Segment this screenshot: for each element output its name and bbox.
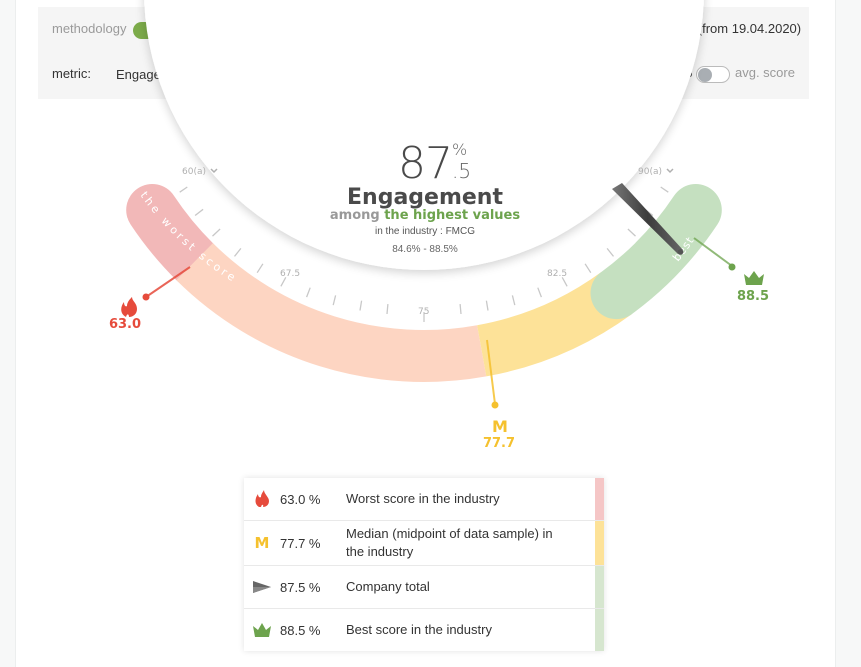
tick-label-82-5: 82.5 bbox=[547, 269, 567, 279]
gauge-center: 87 % .5 Engagement among the highest val… bbox=[300, 138, 550, 255]
chevron-down-icon[interactable] bbox=[666, 168, 674, 174]
legend-value: 63.0 % bbox=[280, 491, 321, 507]
ranking-subtitle: among the highest values bbox=[300, 208, 550, 223]
flame-icon bbox=[121, 297, 137, 317]
range-text: 84.6% - 88.5% bbox=[392, 244, 458, 255]
gauge-inner-disc bbox=[144, 0, 704, 270]
legend-value: 88.5 % bbox=[280, 622, 321, 638]
score-integer: 87 bbox=[398, 138, 453, 189]
median-symbol: M bbox=[492, 417, 508, 436]
score-unit: % bbox=[452, 140, 468, 159]
avg-score-label: avg. score bbox=[735, 65, 795, 80]
chevron-down-icon[interactable] bbox=[210, 168, 218, 174]
legend-row-median: M 77.7 % Median (midpoint of data sample… bbox=[244, 521, 604, 566]
company-needle bbox=[612, 183, 684, 255]
crown-icon bbox=[244, 623, 280, 637]
methodology-label: methodology bbox=[52, 21, 127, 36]
zone-below-median bbox=[176, 242, 487, 382]
metric-title: Engagement bbox=[347, 185, 503, 210]
scale-ticks bbox=[179, 186, 669, 322]
subtitle-highlight: the highest values bbox=[384, 208, 521, 223]
tick-label-75: 75 bbox=[418, 307, 429, 317]
zone-best bbox=[590, 184, 722, 320]
score-decimal: .5 bbox=[452, 159, 472, 183]
legend-label: Best score in the industry bbox=[346, 622, 492, 637]
flame-icon bbox=[244, 490, 280, 508]
subtitle-prefix: among bbox=[329, 208, 380, 223]
best-marker-line bbox=[693, 237, 733, 267]
gauge-chart: 60(a) 90(a) 67.5 75 82.5 the worst score… bbox=[121, 0, 764, 409]
unit-toggle[interactable] bbox=[696, 66, 730, 83]
median-m-icon: M bbox=[254, 534, 270, 552]
metric-label: metric: bbox=[52, 66, 91, 81]
legend-row-company: 87.5 % Company total bbox=[244, 566, 604, 609]
company-score: 87 % .5 bbox=[398, 138, 471, 189]
median-marker-dot bbox=[491, 401, 499, 409]
legend-label: Worst score in the industry bbox=[346, 491, 500, 506]
legend-label: Company total bbox=[346, 579, 430, 594]
median-value: 77.7 bbox=[482, 436, 516, 451]
legend-row-best: 88.5 % Best score in the industry bbox=[244, 609, 604, 651]
gauge-legend: 63.0 % Worst score in the industry M 77.… bbox=[244, 478, 604, 651]
best-marker-dot bbox=[728, 263, 736, 271]
industry-text: in the industry : FMCG bbox=[374, 226, 476, 237]
tick-label-67-5: 67.5 bbox=[280, 269, 300, 279]
needle-pointer-icon bbox=[244, 581, 280, 593]
legend-color-bar bbox=[595, 521, 604, 565]
changes-from-date: (from 19.04.2020) bbox=[697, 21, 802, 36]
legend-color-bar bbox=[595, 478, 604, 520]
legend-value: 77.7 % bbox=[280, 535, 321, 551]
worst-marker-dot bbox=[142, 293, 150, 301]
zone-worst bbox=[126, 184, 221, 288]
best-value: 88.5 bbox=[736, 289, 770, 304]
scale-max-label: 90(a) bbox=[638, 167, 662, 177]
legend-value: 87.5 % bbox=[280, 579, 321, 595]
legend-color-bar bbox=[595, 609, 604, 651]
worst-marker-line bbox=[145, 266, 191, 298]
toggle-knob bbox=[698, 68, 712, 82]
worst-value: 63.0 bbox=[108, 317, 142, 332]
legend-color-bar bbox=[595, 566, 604, 608]
scale-min-label: 60(a) bbox=[182, 167, 206, 177]
median-marker-line bbox=[486, 339, 496, 405]
legend-label: Median (midpoint of data sample) in the … bbox=[346, 526, 553, 559]
legend-row-worst: 63.0 % Worst score in the industry bbox=[244, 478, 604, 521]
crown-icon bbox=[744, 271, 764, 285]
